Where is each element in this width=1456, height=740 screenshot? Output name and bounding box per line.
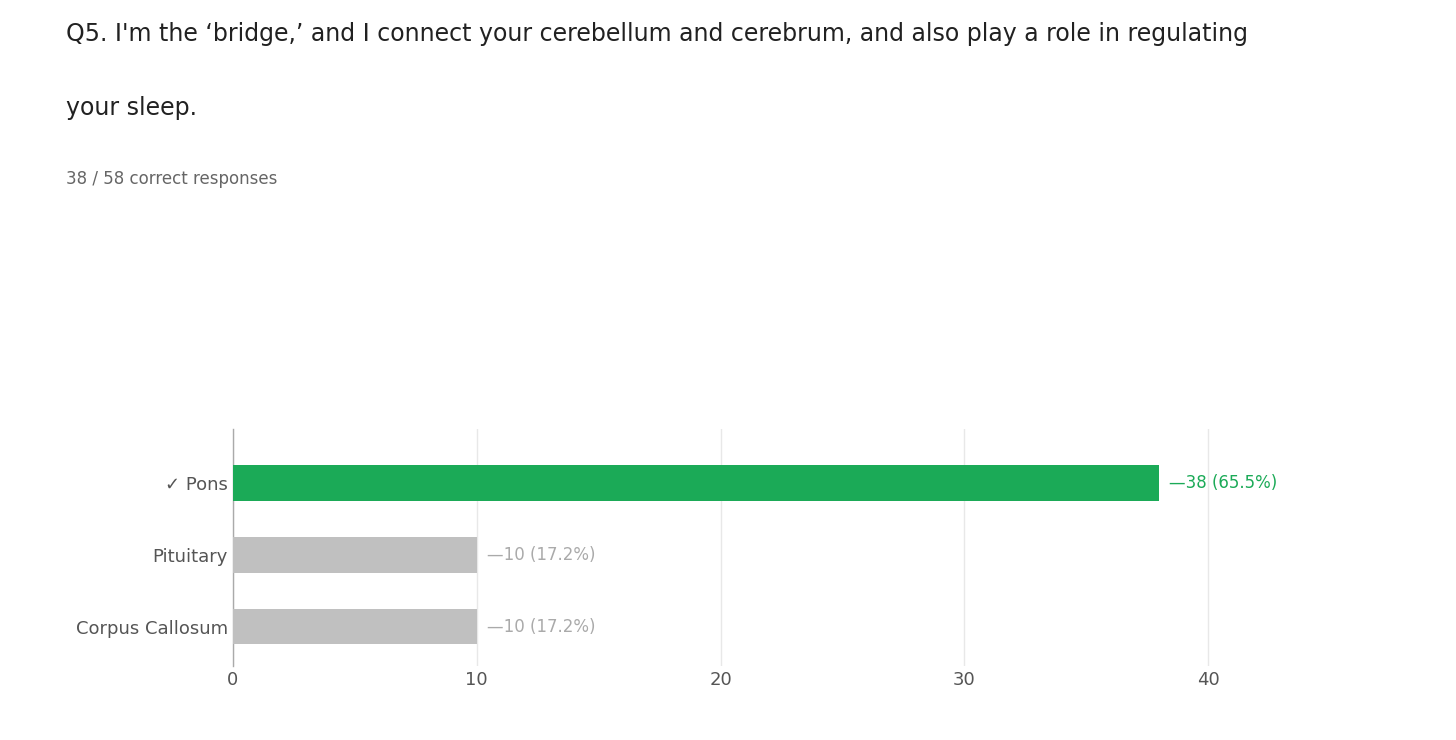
Text: Q5. I'm the ‘bridge,’ and I connect your cerebellum and cerebrum, and also play : Q5. I'm the ‘bridge,’ and I connect your…	[66, 22, 1248, 46]
Text: —38 (65.5%): —38 (65.5%)	[1169, 474, 1277, 492]
Text: your sleep.: your sleep.	[66, 96, 197, 120]
Text: —10 (17.2%): —10 (17.2%)	[486, 546, 596, 564]
Bar	[233, 608, 476, 645]
Bar	[233, 536, 476, 573]
Bar	[233, 465, 1159, 501]
Text: 38 / 58 correct responses: 38 / 58 correct responses	[66, 170, 277, 188]
Text: —10 (17.2%): —10 (17.2%)	[486, 618, 596, 636]
